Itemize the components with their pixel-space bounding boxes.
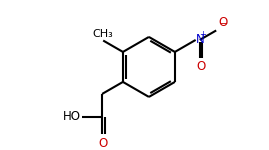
Text: +: + xyxy=(199,30,206,39)
Text: −: − xyxy=(220,19,228,29)
Text: CH₃: CH₃ xyxy=(93,29,114,39)
Text: N: N xyxy=(196,33,205,46)
Text: HO: HO xyxy=(62,110,80,123)
Text: O: O xyxy=(196,60,206,73)
Text: O: O xyxy=(99,137,108,150)
Text: O: O xyxy=(218,16,228,29)
